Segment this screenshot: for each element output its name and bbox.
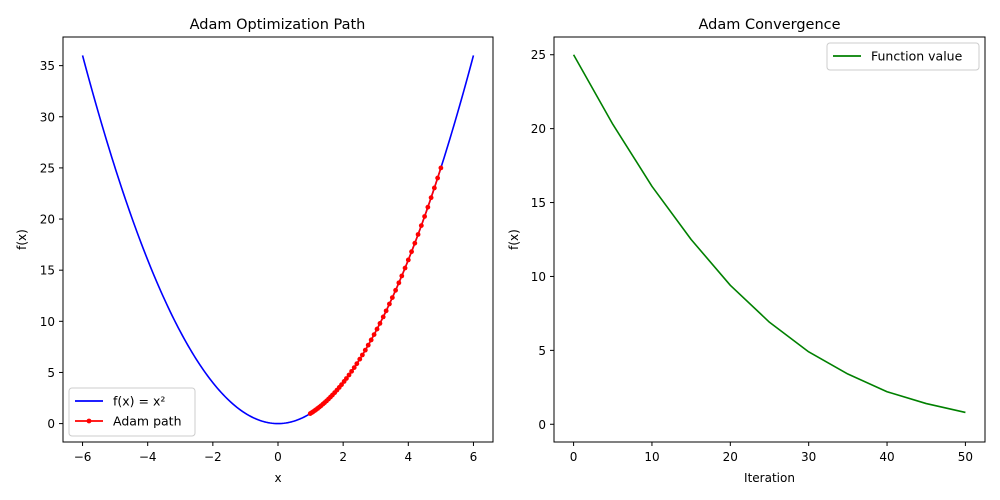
y-axis: 0 5 10 15 20 25 30 35	[40, 59, 63, 431]
chart-title: Adam Optimization Path	[190, 17, 366, 33]
y-tick-label: 20	[40, 213, 55, 227]
y-tick-label: 25	[40, 161, 55, 175]
data-point	[383, 308, 389, 314]
data-point	[341, 379, 347, 384]
y-tick-label: 20	[531, 122, 546, 136]
data-point	[389, 295, 395, 300]
legend-label-curve: f(x) = x²	[113, 394, 165, 409]
x-tick-label: −4	[139, 450, 157, 464]
panel-optimization-path: Adam Optimization Path −6 −4 −2 0 2 4 6 0 5 10 15…	[15, 17, 494, 485]
data-point	[396, 280, 402, 286]
series-line-function-value	[572, 54, 966, 414]
data-point	[349, 368, 355, 374]
data-point	[409, 249, 414, 255]
data-point	[351, 365, 357, 370]
x-tick-label: 50	[958, 450, 973, 464]
data-point	[371, 332, 377, 337]
panel-convergence: Adam Convergence 0 10 20 30 40 50 0510152025 …	[507, 17, 986, 485]
data-point	[307, 411, 313, 416]
y-axis-label: f(x)	[507, 229, 521, 250]
legend-label-function-value: Function value	[871, 49, 963, 64]
chart-title: Adam Convergence	[698, 17, 840, 33]
x-tick-label: 0	[570, 450, 578, 464]
data-point	[359, 352, 365, 358]
data-point	[428, 195, 434, 201]
data-point	[362, 347, 368, 353]
y-tick-label: 5	[47, 366, 55, 380]
x-axis: 0 10 20 30 40 50	[570, 442, 973, 464]
data-point	[399, 273, 405, 279]
y-tick-label: 15	[40, 264, 55, 278]
x-tick-label: 6	[470, 450, 478, 464]
x-tick-label: 2	[339, 450, 347, 464]
data-point	[346, 372, 352, 378]
data-point	[431, 185, 437, 191]
data-point	[412, 240, 418, 246]
y-tick-label: 0	[47, 417, 55, 431]
x-tick-label: 0	[274, 450, 282, 464]
data-point	[354, 361, 360, 367]
y-axis-label: f(x)	[15, 229, 29, 250]
x-axis-label: Iteration	[744, 471, 795, 485]
y-axis: 0 5 10 15 20 25	[531, 48, 554, 432]
data-point	[387, 301, 392, 307]
y-tick-label: 35	[40, 59, 55, 73]
data-point	[405, 257, 411, 263]
x-tick-label: 30	[801, 450, 816, 464]
x-tick-label: 20	[723, 450, 738, 464]
x-tick-label: 4	[404, 450, 412, 464]
y-tick-label: 10	[531, 270, 546, 284]
legend-label-path: Adam path	[113, 414, 182, 429]
y-tick-label: 30	[40, 110, 55, 124]
data-point	[415, 232, 421, 237]
plot-area	[572, 54, 966, 414]
x-axis-label: x	[274, 471, 281, 485]
plot-area	[81, 55, 475, 425]
data-point	[438, 165, 444, 171]
legend-swatch-path-marker	[86, 418, 92, 424]
data-point	[377, 321, 383, 326]
legend-box	[68, 387, 196, 437]
data-point	[425, 204, 431, 210]
y-tick-label: 5	[538, 344, 546, 358]
legend-box	[826, 42, 980, 71]
y-tick-label: 10	[40, 315, 55, 329]
data-point	[368, 337, 374, 343]
legend: f(x) = x² Adam path	[68, 387, 196, 437]
y-tick-label: 0	[538, 418, 546, 432]
data-point	[365, 342, 371, 348]
data-point	[374, 326, 380, 332]
data-point	[422, 214, 427, 219]
x-tick-label: −6	[74, 450, 92, 464]
data-point	[418, 223, 424, 228]
x-tick-label: 10	[644, 450, 659, 464]
legend: Function value	[826, 42, 980, 71]
x-tick-label: 40	[879, 450, 894, 464]
x-tick-label: −2	[204, 450, 222, 464]
data-point	[435, 175, 441, 181]
x-axis: −6 −4 −2 0 2 4 6	[74, 442, 478, 464]
axes-frame	[553, 36, 986, 443]
y-tick-label: 15	[531, 196, 546, 210]
y-tick-label: 25	[531, 48, 546, 62]
data-point	[357, 356, 363, 362]
data-point	[380, 314, 386, 320]
data-point	[393, 287, 398, 293]
data-point	[402, 265, 408, 271]
